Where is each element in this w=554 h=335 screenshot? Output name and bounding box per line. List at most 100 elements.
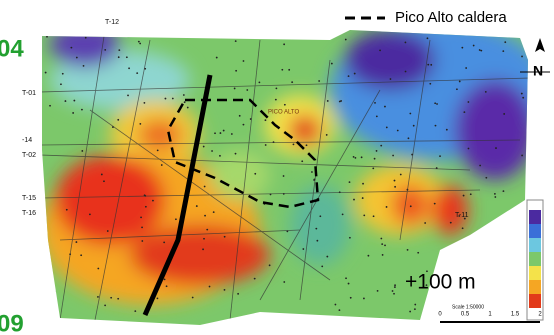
survey-point [487,264,489,266]
survey-point [487,230,489,232]
survey-point [390,78,392,80]
survey-point [203,238,205,240]
survey-point [331,63,333,65]
survey-point [45,72,47,74]
survey-point [139,123,141,125]
survey-point [355,157,357,159]
line-label: T-15 [22,195,36,202]
survey-point [101,174,103,176]
colorbar-swatch [529,238,541,252]
survey-point [140,216,142,218]
survey-point [482,293,484,295]
survey-point [429,83,431,85]
place-label: PICO ALTO [268,110,299,116]
colorbar-swatch [529,252,541,266]
survey-point [73,100,75,102]
survey-point [219,155,221,157]
survey-point [163,241,165,243]
survey-point [503,113,505,115]
survey-point [139,43,141,45]
colorbar [527,200,543,320]
survey-point [107,230,109,232]
survey-point [157,297,159,299]
survey-point [269,264,271,266]
survey-point [479,49,481,51]
survey-point [97,268,99,270]
edge-label: 09 [0,310,24,335]
survey-point [394,286,396,288]
survey-point [81,109,83,111]
survey-point [345,277,347,279]
survey-point [460,266,462,268]
survey-point [521,56,523,58]
north-label: N [533,63,543,79]
survey-point [521,93,523,95]
survey-point [138,41,140,43]
line-label: T-11 [455,212,469,219]
survey-point [97,296,99,298]
survey-point [363,298,365,300]
survey-point [164,279,166,281]
survey-point [374,158,376,160]
survey-point [424,222,426,224]
survey-point [384,106,386,108]
survey-point [326,256,328,258]
blob [50,23,120,67]
survey-point [439,155,441,157]
survey-point [495,147,497,149]
survey-point [376,150,378,152]
survey-point [405,71,407,73]
blob [290,185,350,265]
scale-tick-label: 1.5 [511,312,520,318]
survey-point [83,65,85,67]
survey-point [414,308,416,310]
survey-point [382,254,384,256]
survey-point [353,156,355,158]
survey-point [407,249,409,251]
survey-point [141,240,143,242]
survey-point [265,119,267,121]
survey-point [394,284,396,286]
survey-point [400,174,402,176]
survey-point [450,222,452,224]
survey-point [152,200,154,202]
survey-point [362,197,364,199]
survey-point [345,39,347,41]
survey-point [283,175,285,177]
survey-point [381,243,383,245]
survey-point [465,67,467,69]
survey-point [143,102,145,104]
survey-point [45,272,47,274]
survey-point [220,132,222,134]
survey-point [235,40,237,42]
survey-point [275,99,277,101]
survey-point [243,60,245,62]
survey-point [349,181,351,183]
survey-point [392,155,394,157]
survey-point [481,228,483,230]
survey-point [165,98,167,100]
blob [289,115,321,145]
survey-point [340,100,342,102]
survey-point [435,125,437,127]
survey-point [104,304,106,306]
survey-point [450,316,452,318]
survey-point [473,45,475,47]
survey-point [326,134,328,136]
survey-point [350,297,352,299]
survey-point [413,125,415,127]
survey-point [504,41,506,43]
scale-tick-label: 1 [488,312,492,318]
survey-point [89,213,91,215]
survey-point [502,50,504,52]
survey-point [479,165,481,167]
survey-point [206,229,208,231]
scale-tick-label: 0 [438,312,442,318]
survey-point [459,81,461,83]
survey-point [386,127,388,129]
survey-point [348,75,350,77]
map: Pico Alto caldera N +100 m 04 09 T-01 -1… [0,0,554,335]
survey-point [461,47,463,49]
colorbar-swatch [529,294,541,308]
survey-point [118,56,120,58]
